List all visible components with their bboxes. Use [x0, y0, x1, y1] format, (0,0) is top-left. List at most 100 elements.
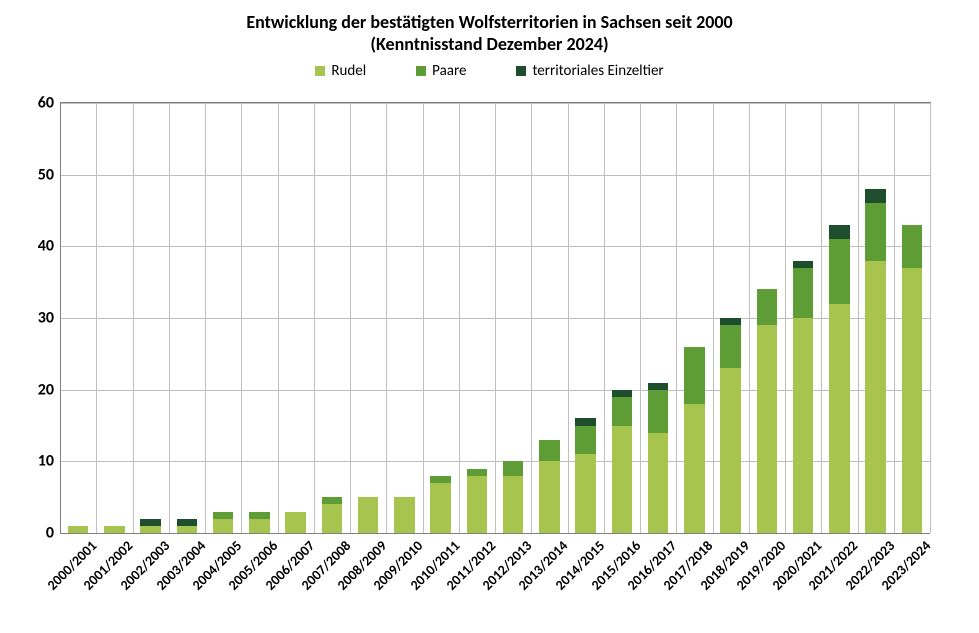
bar	[322, 497, 342, 533]
bar	[68, 526, 88, 533]
bar-segment-einzeltier	[829, 225, 849, 239]
bar-segment-rudel	[249, 519, 269, 533]
bar	[684, 347, 704, 533]
vgrid	[96, 103, 97, 533]
bar	[430, 476, 450, 533]
y-tick-label: 0	[46, 524, 60, 543]
bar-segment-rudel	[575, 454, 595, 533]
y-tick-label: 10	[38, 452, 60, 471]
vgrid	[785, 103, 786, 533]
legend-swatch-rudel	[315, 66, 325, 76]
vgrid	[60, 103, 61, 533]
bar-segment-paare	[503, 461, 523, 475]
bar-segment-paare	[829, 239, 849, 304]
bar-segment-paare	[902, 225, 922, 268]
vgrid	[821, 103, 822, 533]
vgrid	[495, 103, 496, 533]
bar-segment-einzeltier	[575, 418, 595, 425]
bar	[394, 497, 414, 533]
bar-segment-rudel	[503, 476, 523, 533]
bar	[467, 469, 487, 533]
bar	[285, 512, 305, 534]
bar-segment-rudel	[829, 304, 849, 533]
vgrid	[894, 103, 895, 533]
bar-segment-rudel	[394, 497, 414, 533]
vgrid	[640, 103, 641, 533]
bar	[104, 526, 124, 533]
vgrid	[749, 103, 750, 533]
legend-item-rudel: Rudel	[315, 62, 366, 80]
legend-swatch-einzeltier	[516, 66, 526, 76]
vgrid	[133, 103, 134, 533]
vgrid	[205, 103, 206, 533]
bar-segment-rudel	[684, 404, 704, 533]
bar-segment-paare	[249, 512, 269, 519]
bar-segment-rudel	[539, 461, 559, 533]
vgrid	[568, 103, 569, 533]
bar-segment-rudel	[793, 318, 813, 533]
bar-segment-paare	[720, 325, 740, 368]
bar-segment-paare	[684, 347, 704, 404]
bar-segment-paare	[322, 497, 342, 504]
vgrid	[278, 103, 279, 533]
bar-segment-einzeltier	[720, 318, 740, 325]
chart-title: Entwicklung der bestätigten Wolfsterrito…	[0, 12, 979, 55]
legend-item-einzeltier: territoriales Einzeltier	[516, 62, 663, 80]
bar-segment-einzeltier	[865, 189, 885, 203]
y-tick-label: 20	[38, 380, 60, 399]
bar-segment-rudel	[285, 512, 305, 534]
bar-segment-paare	[213, 512, 233, 519]
bar	[177, 519, 197, 533]
bar-segment-paare	[467, 469, 487, 476]
bar-segment-paare	[793, 268, 813, 318]
y-tick-label: 40	[38, 237, 60, 256]
bar	[539, 440, 559, 533]
legend-label-paare: Paare	[432, 62, 466, 80]
bar	[140, 519, 160, 533]
title-line-1: Entwicklung der bestätigten Wolfsterrito…	[0, 12, 979, 34]
vgrid	[314, 103, 315, 533]
vgrid	[676, 103, 677, 533]
bar	[575, 418, 595, 533]
bar	[648, 383, 668, 533]
bar-segment-rudel	[612, 426, 632, 534]
bar-segment-paare	[575, 426, 595, 455]
plot-area: 01020304050602000/20012001/20022002/2003…	[60, 102, 931, 533]
vgrid	[531, 103, 532, 533]
vgrid	[930, 103, 931, 533]
legend-label-einzeltier: territoriales Einzeltier	[532, 62, 663, 80]
bar	[213, 512, 233, 533]
y-tick-label: 60	[38, 94, 60, 113]
bar-segment-rudel	[430, 483, 450, 533]
bar-segment-einzeltier	[140, 519, 160, 526]
bar	[757, 289, 777, 533]
vgrid	[459, 103, 460, 533]
bar-segment-paare	[648, 390, 668, 433]
bar-segment-einzeltier	[612, 390, 632, 397]
bar-segment-rudel	[648, 433, 668, 533]
bar	[720, 318, 740, 533]
vgrid	[423, 103, 424, 533]
vgrid	[350, 103, 351, 533]
vgrid	[858, 103, 859, 533]
bar-segment-paare	[865, 203, 885, 260]
vgrid	[169, 103, 170, 533]
bar-segment-einzeltier	[793, 261, 813, 268]
legend-item-paare: Paare	[416, 62, 466, 80]
bar-segment-paare	[757, 289, 777, 325]
vgrid	[386, 103, 387, 533]
y-tick-label: 30	[38, 309, 60, 328]
bar-segment-rudel	[68, 526, 88, 533]
bar-segment-rudel	[213, 519, 233, 533]
bar-segment-rudel	[720, 368, 740, 533]
bar-segment-rudel	[177, 526, 197, 533]
bar	[865, 189, 885, 533]
bar-segment-einzeltier	[648, 383, 668, 390]
bar	[358, 497, 378, 533]
bar	[793, 261, 813, 533]
vgrid	[713, 103, 714, 533]
bar	[902, 225, 922, 533]
vgrid	[604, 103, 605, 533]
legend: Rudel Paare territoriales Einzeltier	[0, 62, 979, 80]
y-tick-label: 50	[38, 165, 60, 184]
